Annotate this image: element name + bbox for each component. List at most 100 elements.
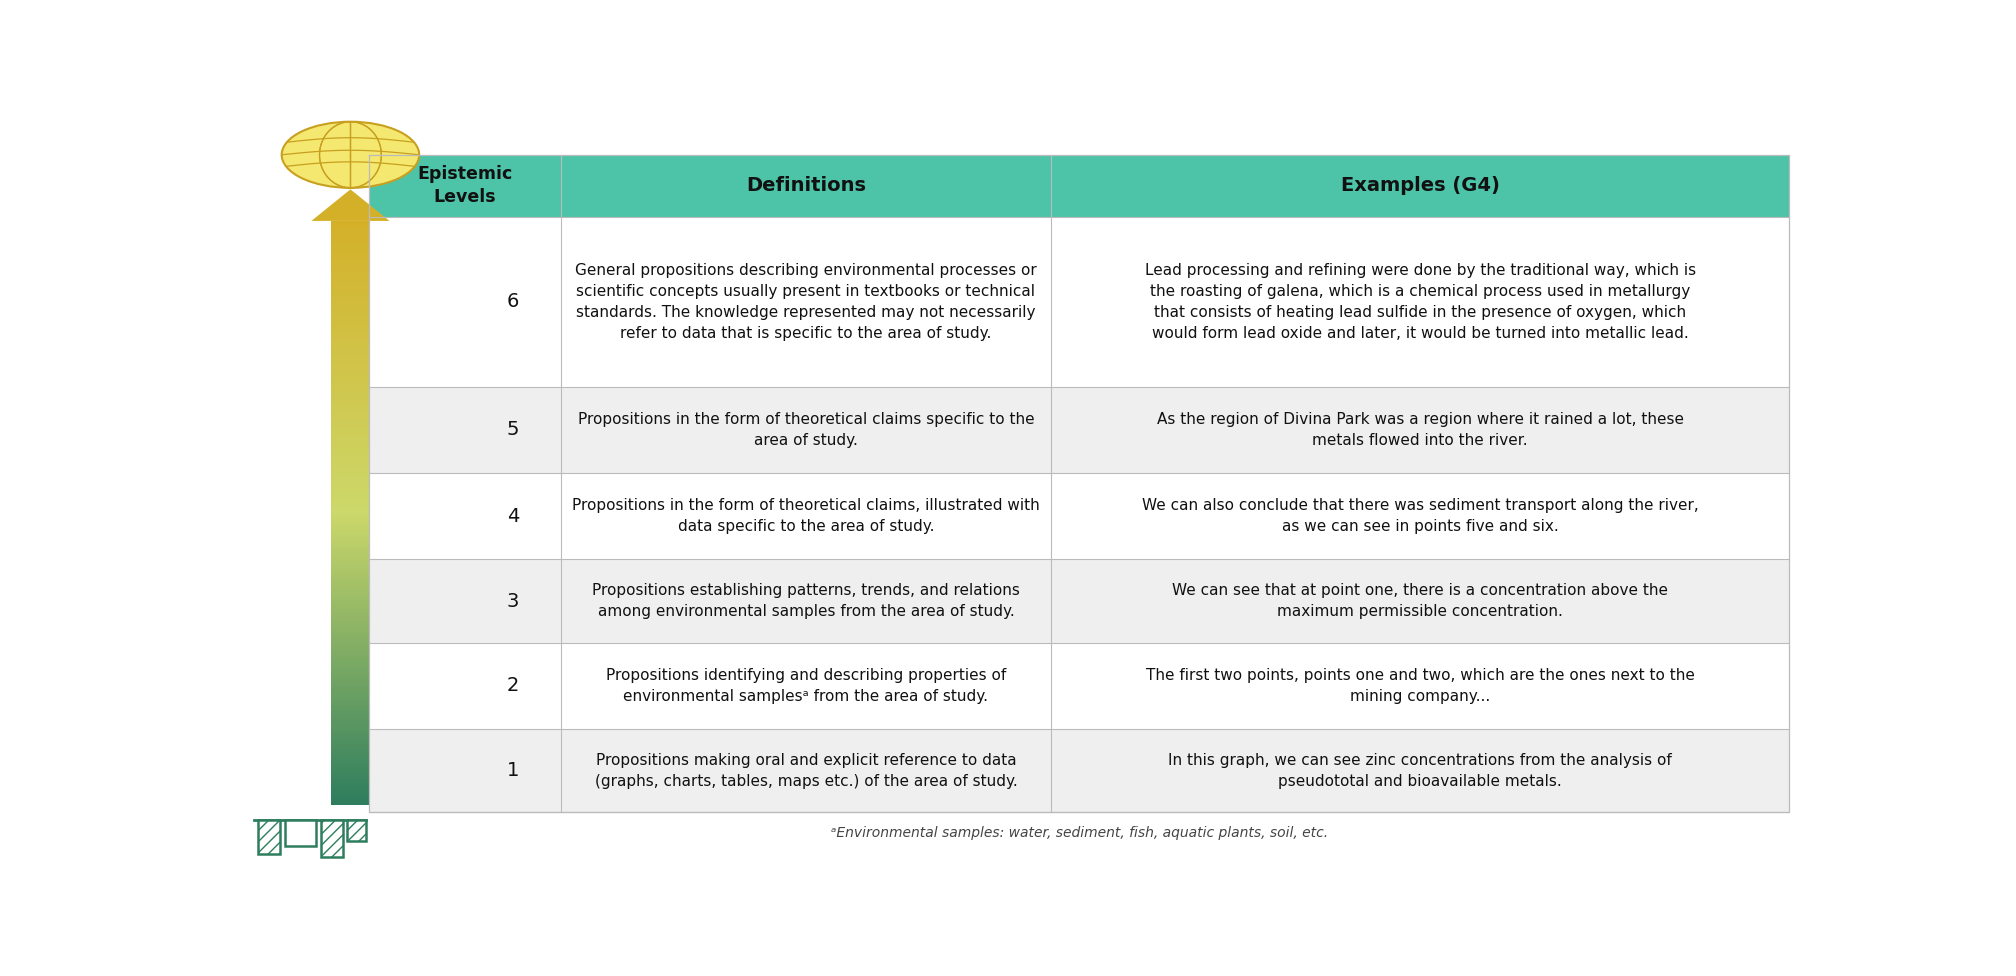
FancyBboxPatch shape (331, 793, 371, 796)
FancyBboxPatch shape (331, 344, 371, 346)
FancyBboxPatch shape (331, 294, 371, 297)
FancyBboxPatch shape (331, 565, 371, 568)
Text: General propositions describing environmental processes or
scientific concepts u: General propositions describing environm… (575, 263, 1036, 341)
FancyBboxPatch shape (369, 154, 1790, 218)
FancyBboxPatch shape (331, 273, 371, 276)
FancyBboxPatch shape (331, 267, 371, 270)
FancyBboxPatch shape (331, 638, 371, 641)
Text: We can also conclude that there was sediment transport along the river,
as we ca: We can also conclude that there was sedi… (1141, 498, 1699, 534)
FancyBboxPatch shape (331, 775, 371, 779)
FancyBboxPatch shape (331, 772, 371, 776)
FancyBboxPatch shape (284, 820, 317, 846)
FancyBboxPatch shape (331, 288, 371, 291)
FancyBboxPatch shape (331, 253, 371, 256)
FancyBboxPatch shape (331, 641, 371, 644)
FancyBboxPatch shape (331, 662, 371, 665)
FancyBboxPatch shape (331, 370, 371, 373)
FancyBboxPatch shape (331, 627, 371, 630)
FancyBboxPatch shape (331, 630, 371, 632)
FancyBboxPatch shape (331, 749, 371, 752)
FancyBboxPatch shape (331, 784, 371, 788)
FancyBboxPatch shape (331, 341, 371, 344)
Text: 2: 2 (506, 676, 520, 695)
FancyBboxPatch shape (331, 420, 371, 423)
FancyBboxPatch shape (331, 507, 371, 509)
FancyBboxPatch shape (331, 781, 371, 785)
FancyBboxPatch shape (331, 338, 371, 341)
FancyBboxPatch shape (331, 436, 371, 440)
FancyBboxPatch shape (331, 256, 371, 259)
Text: ᵃEnvironmental samples: water, sediment, fish, aquatic plants, soil, etc.: ᵃEnvironmental samples: water, sediment,… (831, 826, 1329, 839)
FancyBboxPatch shape (331, 524, 371, 527)
FancyBboxPatch shape (331, 329, 371, 332)
FancyBboxPatch shape (331, 355, 371, 358)
Text: 5: 5 (506, 421, 520, 439)
FancyBboxPatch shape (331, 311, 371, 314)
FancyBboxPatch shape (331, 259, 371, 262)
FancyBboxPatch shape (331, 801, 371, 805)
FancyBboxPatch shape (331, 276, 371, 279)
Text: Epistemic
Levels: Epistemic Levels (417, 166, 512, 206)
Text: Propositions identifying and describing properties of
environmental samplesᵃ fro: Propositions identifying and describing … (605, 668, 1006, 704)
Text: Lead processing and refining were done by the traditional way, which is
the roas: Lead processing and refining were done b… (1145, 263, 1695, 341)
FancyBboxPatch shape (331, 766, 371, 770)
FancyBboxPatch shape (331, 795, 371, 799)
FancyBboxPatch shape (331, 498, 371, 501)
FancyBboxPatch shape (331, 688, 371, 691)
FancyBboxPatch shape (331, 754, 371, 758)
FancyBboxPatch shape (331, 656, 371, 659)
FancyBboxPatch shape (331, 387, 371, 390)
FancyBboxPatch shape (331, 317, 371, 320)
FancyBboxPatch shape (331, 615, 371, 618)
FancyBboxPatch shape (331, 501, 371, 504)
FancyBboxPatch shape (331, 545, 371, 548)
FancyBboxPatch shape (331, 574, 371, 577)
FancyBboxPatch shape (331, 562, 371, 565)
FancyBboxPatch shape (331, 760, 371, 764)
FancyBboxPatch shape (331, 653, 371, 656)
FancyBboxPatch shape (331, 518, 371, 521)
FancyBboxPatch shape (331, 474, 371, 478)
FancyBboxPatch shape (331, 624, 371, 627)
Text: Propositions in the form of theoretical claims specific to the
area of study.: Propositions in the form of theoretical … (579, 412, 1034, 448)
FancyBboxPatch shape (331, 486, 371, 490)
FancyBboxPatch shape (331, 741, 371, 744)
FancyBboxPatch shape (331, 244, 371, 247)
FancyBboxPatch shape (331, 668, 371, 671)
FancyBboxPatch shape (331, 439, 371, 443)
Text: Propositions making oral and explicit reference to data
(graphs, charts, tables,: Propositions making oral and explicit re… (595, 752, 1018, 789)
FancyBboxPatch shape (331, 744, 371, 747)
FancyBboxPatch shape (331, 393, 371, 396)
FancyBboxPatch shape (331, 463, 371, 467)
FancyBboxPatch shape (331, 515, 371, 518)
FancyBboxPatch shape (331, 390, 371, 393)
FancyBboxPatch shape (331, 454, 371, 458)
FancyBboxPatch shape (331, 224, 371, 226)
FancyBboxPatch shape (369, 218, 1790, 386)
FancyBboxPatch shape (331, 714, 371, 717)
FancyBboxPatch shape (331, 364, 371, 367)
Circle shape (282, 122, 419, 187)
FancyBboxPatch shape (331, 671, 371, 673)
FancyBboxPatch shape (331, 726, 371, 729)
FancyBboxPatch shape (331, 379, 371, 382)
FancyBboxPatch shape (331, 757, 371, 761)
FancyBboxPatch shape (331, 471, 371, 475)
FancyBboxPatch shape (369, 386, 1790, 473)
FancyBboxPatch shape (331, 323, 371, 326)
Text: Propositions in the form of theoretical claims, illustrated with
data specific t: Propositions in the form of theoretical … (573, 498, 1040, 534)
FancyBboxPatch shape (331, 448, 371, 452)
FancyBboxPatch shape (331, 679, 371, 682)
FancyBboxPatch shape (331, 445, 371, 449)
FancyBboxPatch shape (331, 460, 371, 464)
FancyBboxPatch shape (331, 241, 371, 244)
FancyBboxPatch shape (331, 332, 371, 335)
FancyBboxPatch shape (331, 559, 371, 562)
FancyBboxPatch shape (331, 480, 371, 484)
FancyBboxPatch shape (331, 264, 371, 267)
FancyBboxPatch shape (331, 282, 371, 285)
FancyBboxPatch shape (331, 700, 371, 703)
FancyBboxPatch shape (331, 262, 371, 264)
FancyBboxPatch shape (331, 600, 371, 603)
FancyBboxPatch shape (331, 305, 371, 308)
